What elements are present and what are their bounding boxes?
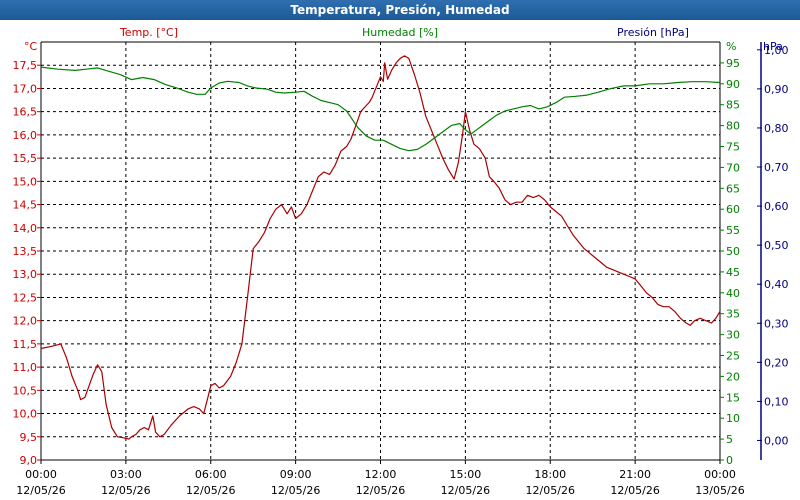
x-tick-time-label: 00:00 xyxy=(25,468,57,481)
humidity-tick-label: 40 xyxy=(726,287,740,300)
chart-plot: 9,0 9,5 10,0 10,5 11,0 11,5 12,0 12,5 13,0 13,5 14… xyxy=(13,26,789,497)
series-lines xyxy=(40,55,721,440)
temp-tick-label: 11,0 xyxy=(13,361,38,374)
pressure-tick-label: 0,70 xyxy=(764,161,789,174)
pressure-tick-label: 0,60 xyxy=(764,200,789,213)
temp-tick-label: 14,5 xyxy=(13,199,38,212)
pressure-series-label: Presión [hPa] xyxy=(617,26,689,39)
temp-tick-label: 10,5 xyxy=(13,384,38,397)
temp-series-label: Temp. [°C] xyxy=(119,26,178,39)
pressure-axis: 0,00 0,10 0,20 0,30 0,40 0,50 0,60 0,70 0,80 0,90… xyxy=(757,40,789,460)
x-tick-date-label: 12/05/26 xyxy=(271,484,320,497)
humidity-tick-label: 90 xyxy=(726,78,740,91)
chart-title: Temperatura, Presión, Humedad xyxy=(290,3,510,17)
humidity-tick-label: 65 xyxy=(726,182,740,195)
pressure-tick-label: 0,40 xyxy=(764,278,789,291)
humidity-unit-label: % xyxy=(726,40,736,53)
temp-tick-label: 11,5 xyxy=(13,338,38,351)
pressure-tick-label: 0,50 xyxy=(764,239,789,252)
humidity-tick-label: 30 xyxy=(726,329,740,342)
x-tick-time-label: 00:00 xyxy=(704,468,736,481)
x-tick-time-label: 03:00 xyxy=(110,468,142,481)
humidity-line xyxy=(40,66,721,152)
humidity-tick-label: 80 xyxy=(726,120,740,133)
humidity-tick-label: 55 xyxy=(726,224,740,237)
temp-axis: 9,0 9,5 10,0 10,5 11,0 11,5 12,0 12,5 13,0 13,5 14… xyxy=(13,40,41,467)
humidity-tick-label: 10 xyxy=(726,412,740,425)
x-tick-time-label: 12:00 xyxy=(365,468,397,481)
temp-tick-label: 14,0 xyxy=(13,222,38,235)
pressure-tick-label: 0,10 xyxy=(764,395,789,408)
temp-tick-label: 10,0 xyxy=(13,408,38,421)
pressure-tick-label: 0,30 xyxy=(764,317,789,330)
pressure-tick-label: 0,90 xyxy=(764,83,789,96)
temp-tick-label: 12,0 xyxy=(13,315,38,328)
humidity-tick-label: 25 xyxy=(726,350,740,363)
pressure-unit-label: hPa xyxy=(763,40,783,53)
temp-tick-label: 15,5 xyxy=(13,152,38,165)
humidity-tick-label: 35 xyxy=(726,308,740,321)
temp-tick-label: 17,5 xyxy=(13,59,38,72)
temp-tick-label: 15,0 xyxy=(13,175,38,188)
humidity-axis: 0 5 10 15 20 25 30 35 40 45 50 55 60 65 70 75 80 85 90 95% xyxy=(719,40,740,467)
axis-labels: Temp. [°C] Humedad [%] Presión [hPa] xyxy=(119,26,689,39)
humidity-tick-label: 20 xyxy=(726,370,740,383)
x-tick-date-label: 12/05/26 xyxy=(526,484,575,497)
temperature-line xyxy=(40,55,721,440)
x-tick-date-label: 12/05/26 xyxy=(441,484,490,497)
x-tick-date-label: 12/05/26 xyxy=(186,484,235,497)
pressure-tick-label: 0,00 xyxy=(764,434,789,447)
chart-title-bar: Temperatura, Presión, Humedad xyxy=(0,0,800,20)
temp-unit-label: °C xyxy=(24,40,38,53)
temp-tick-label: 9,0 xyxy=(20,454,38,467)
humidity-tick-label: 0 xyxy=(726,454,733,467)
humidity-tick-label: 60 xyxy=(726,203,740,216)
temp-tick-label: 16,0 xyxy=(13,129,38,142)
humidity-tick-label: 75 xyxy=(726,141,740,154)
temp-tick-label: 17,0 xyxy=(13,82,38,95)
humidity-tick-label: 5 xyxy=(726,433,733,446)
time-axis: 00:00 12/05/26 03:00 12/05/26 06:00 12/05/26 0… xyxy=(16,460,745,497)
humidity-tick-label: 70 xyxy=(726,161,740,174)
x-tick-date-label: 13/05/26 xyxy=(695,484,744,497)
pressure-tick-label: 0,20 xyxy=(764,356,789,369)
humidity-tick-label: 15 xyxy=(726,391,740,404)
humidity-series-label: Humedad [%] xyxy=(362,26,438,39)
temp-tick-label: 9,5 xyxy=(20,431,38,444)
temp-tick-label: 16,5 xyxy=(13,106,38,119)
x-tick-time-label: 18:00 xyxy=(534,468,566,481)
humidity-tick-label: 85 xyxy=(726,99,740,112)
x-tick-date-label: 12/05/26 xyxy=(356,484,405,497)
x-tick-date-label: 12/05/26 xyxy=(610,484,659,497)
pressure-tick-label: 0,80 xyxy=(764,122,789,135)
temp-tick-label: 13,5 xyxy=(13,245,38,258)
x-tick-time-label: 21:00 xyxy=(619,468,651,481)
grid-lines xyxy=(41,42,720,460)
x-tick-date-label: 12/05/26 xyxy=(16,484,65,497)
x-tick-time-label: 15:00 xyxy=(450,468,482,481)
temp-tick-label: 12,5 xyxy=(13,291,38,304)
x-tick-date-label: 12/05/26 xyxy=(101,484,150,497)
pressure-tick-label: 1,00 xyxy=(764,44,789,57)
x-tick-time-label: 09:00 xyxy=(280,468,312,481)
humidity-tick-label: 50 xyxy=(726,245,740,258)
humidity-tick-label: 45 xyxy=(726,266,740,279)
humidity-tick-label: 95 xyxy=(726,57,740,70)
temp-tick-label: 13,0 xyxy=(13,268,38,281)
x-tick-time-label: 06:00 xyxy=(195,468,227,481)
